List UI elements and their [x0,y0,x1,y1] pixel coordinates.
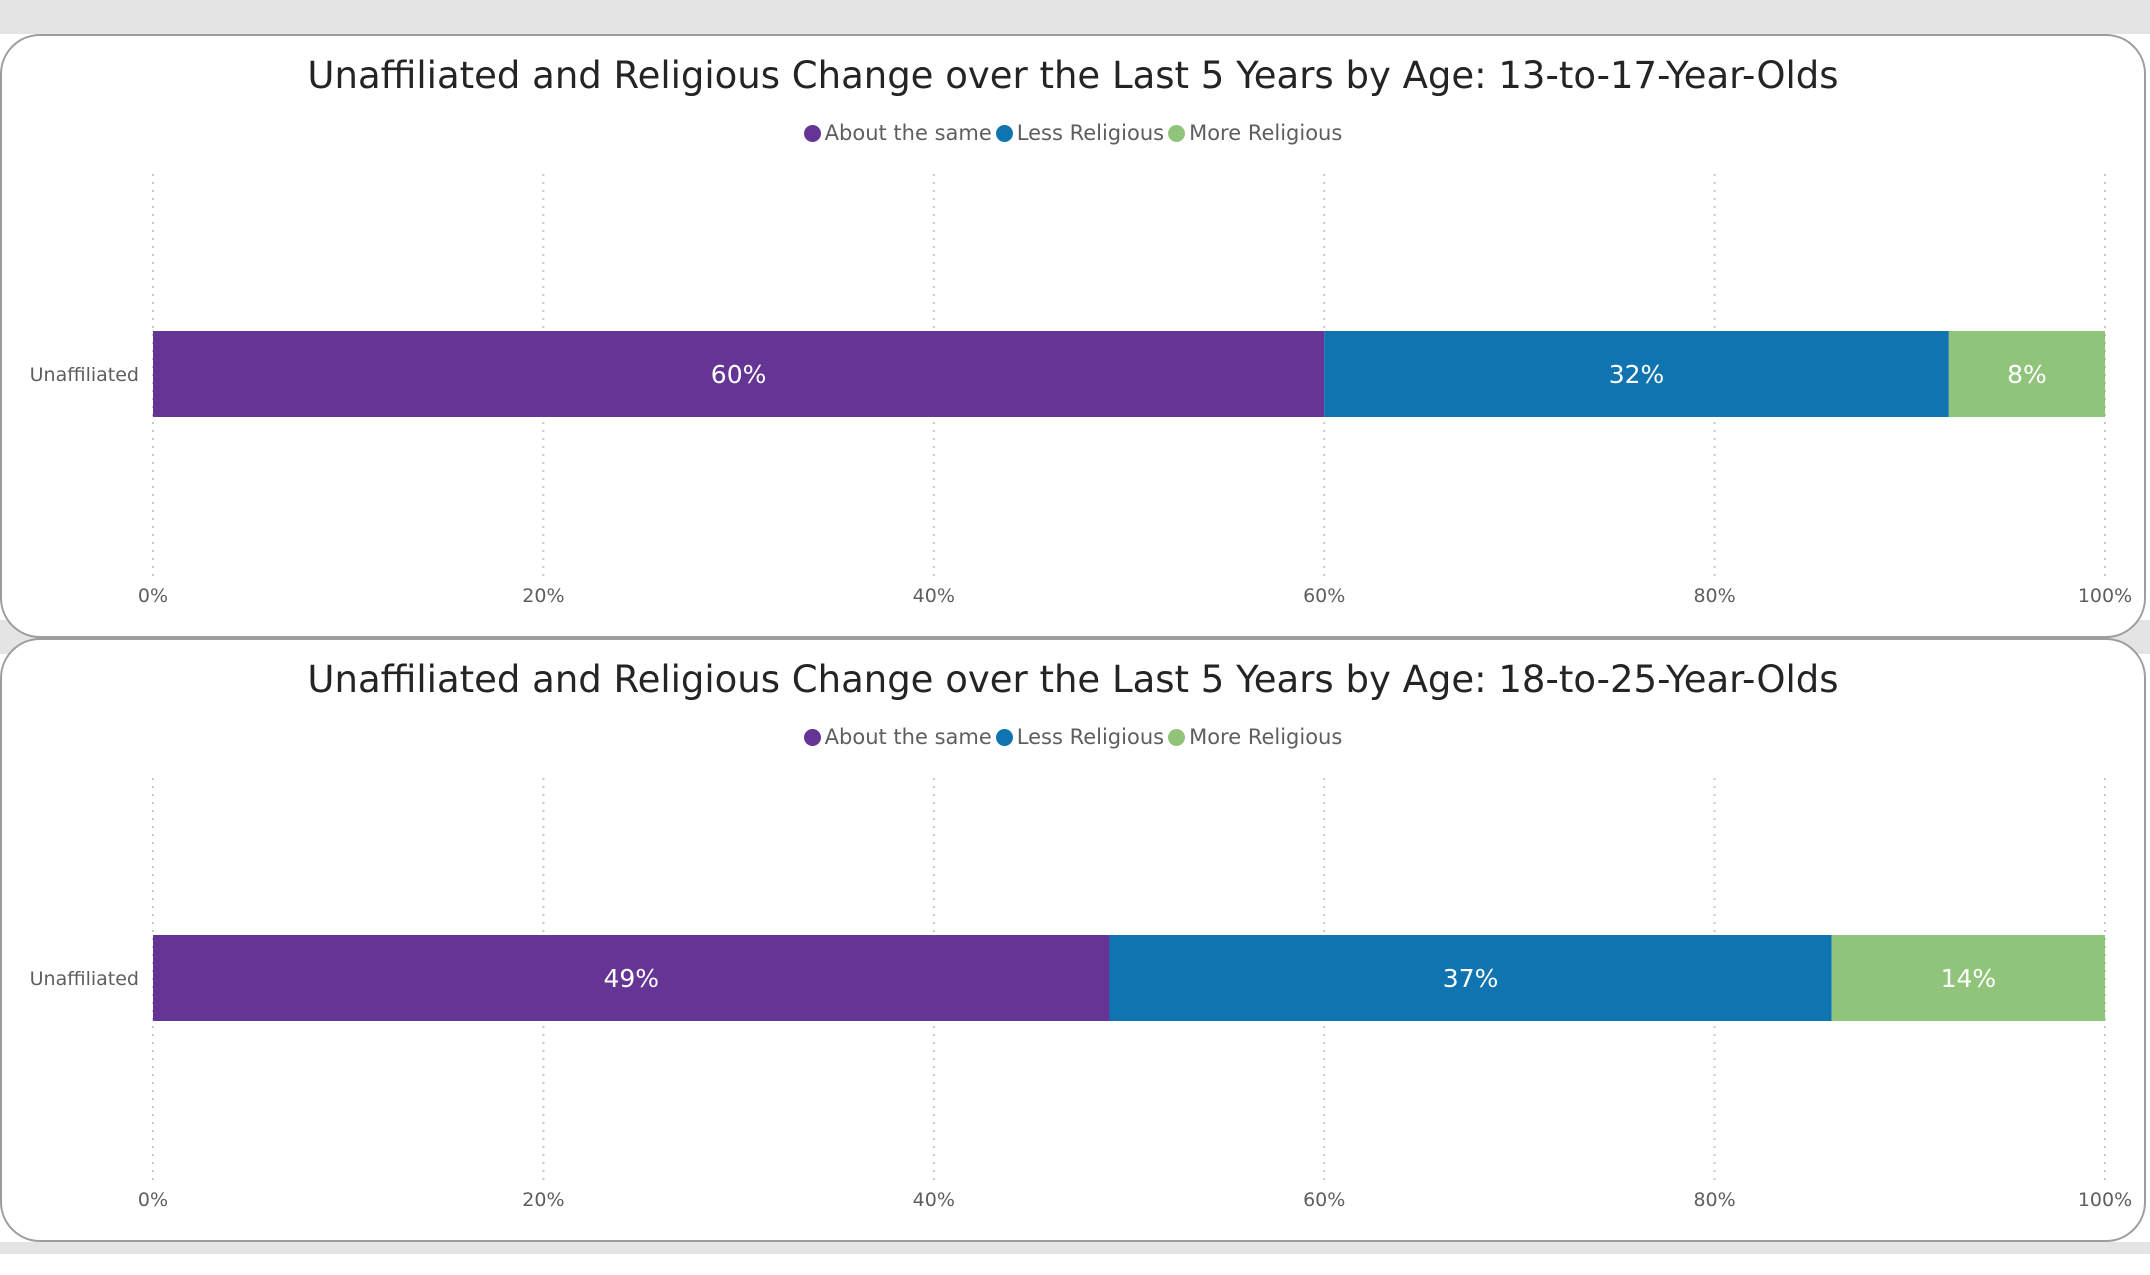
legend-item-more-religious[interactable]: More Religious [1168,121,1342,145]
legend-label: Less Religious [1016,725,1165,749]
category-label: Unaffiliated [30,968,139,990]
legend-item-more-religious[interactable]: More Religious [1168,725,1342,749]
legend-marker [803,728,821,746]
data-label: 49% [603,964,659,993]
legend-marker [995,124,1013,142]
legend-marker [803,124,821,142]
x-tick-label: 60% [1303,585,1345,607]
legend-marker [1168,728,1186,746]
x-tick-label: 0% [138,585,168,607]
legend-item-less-religious[interactable]: Less Religious [995,121,1165,145]
legend-item-about-the-same[interactable]: About the same [803,121,992,145]
data-label: 37% [1443,964,1499,993]
chart-title: Unaffiliated and Religious Change over t… [307,54,1839,97]
x-tick-label: 20% [522,585,564,607]
legend-label: Less Religious [1016,121,1165,145]
plot-area: Unaffiliated 49% 37% 14% 0% 20% 40% 60% 80% 100% [30,778,2132,1211]
x-tick-label: 0% [138,1189,168,1211]
bar-segment-less-religious[interactable] [1109,935,1832,1021]
bar-segment-more-religious[interactable] [1831,935,2105,1021]
chart-panel-18-to-25: Unaffiliated and Religious Change over t… [0,638,2146,1242]
bar-segment-more-religious[interactable] [1948,331,2105,417]
x-tick-label: 20% [522,1189,564,1211]
legend: About the same Less Religious More Relig… [2,121,2144,145]
chart-panel-13-to-17: Unaffiliated and Religious Change over t… [0,34,2146,638]
bar-segment-less-religious[interactable] [1324,331,1949,417]
legend-item-less-religious[interactable]: Less Religious [995,725,1165,749]
bar-segment-about-the-same[interactable] [153,331,1325,417]
x-tick-label: 100% [2078,1189,2132,1211]
data-label: 32% [1609,360,1665,389]
data-label: 8% [2007,360,2047,389]
legend-marker [995,728,1013,746]
bottom-band [0,1242,2150,1254]
legend-label: About the same [824,121,992,145]
legend-item-about-the-same[interactable]: About the same [803,725,992,749]
data-label: 14% [1941,964,1997,993]
x-tick-label: 80% [1693,585,1735,607]
chart-title: Unaffiliated and Religious Change over t… [307,658,1839,701]
legend-label: More Religious [1189,121,1343,145]
category-label: Unaffiliated [30,364,139,386]
legend-marker [1168,124,1186,142]
x-tick-label: 40% [913,1189,955,1211]
plot-area: Unaffiliated 60% 32% 8% 0% 20% 40% 60% 80% 100% [30,174,2132,607]
x-tick-label: 80% [1693,1189,1735,1211]
legend-label: About the same [824,725,992,749]
legend: About the same Less Religious More Relig… [2,725,2144,749]
x-tick-label: 60% [1303,1189,1345,1211]
legend-label: More Religious [1189,725,1343,749]
top-band [0,0,2150,34]
data-label: 60% [711,360,767,389]
x-tick-label: 40% [913,585,955,607]
x-tick-label: 100% [2078,585,2132,607]
bar-segment-about-the-same[interactable] [153,935,1110,1021]
